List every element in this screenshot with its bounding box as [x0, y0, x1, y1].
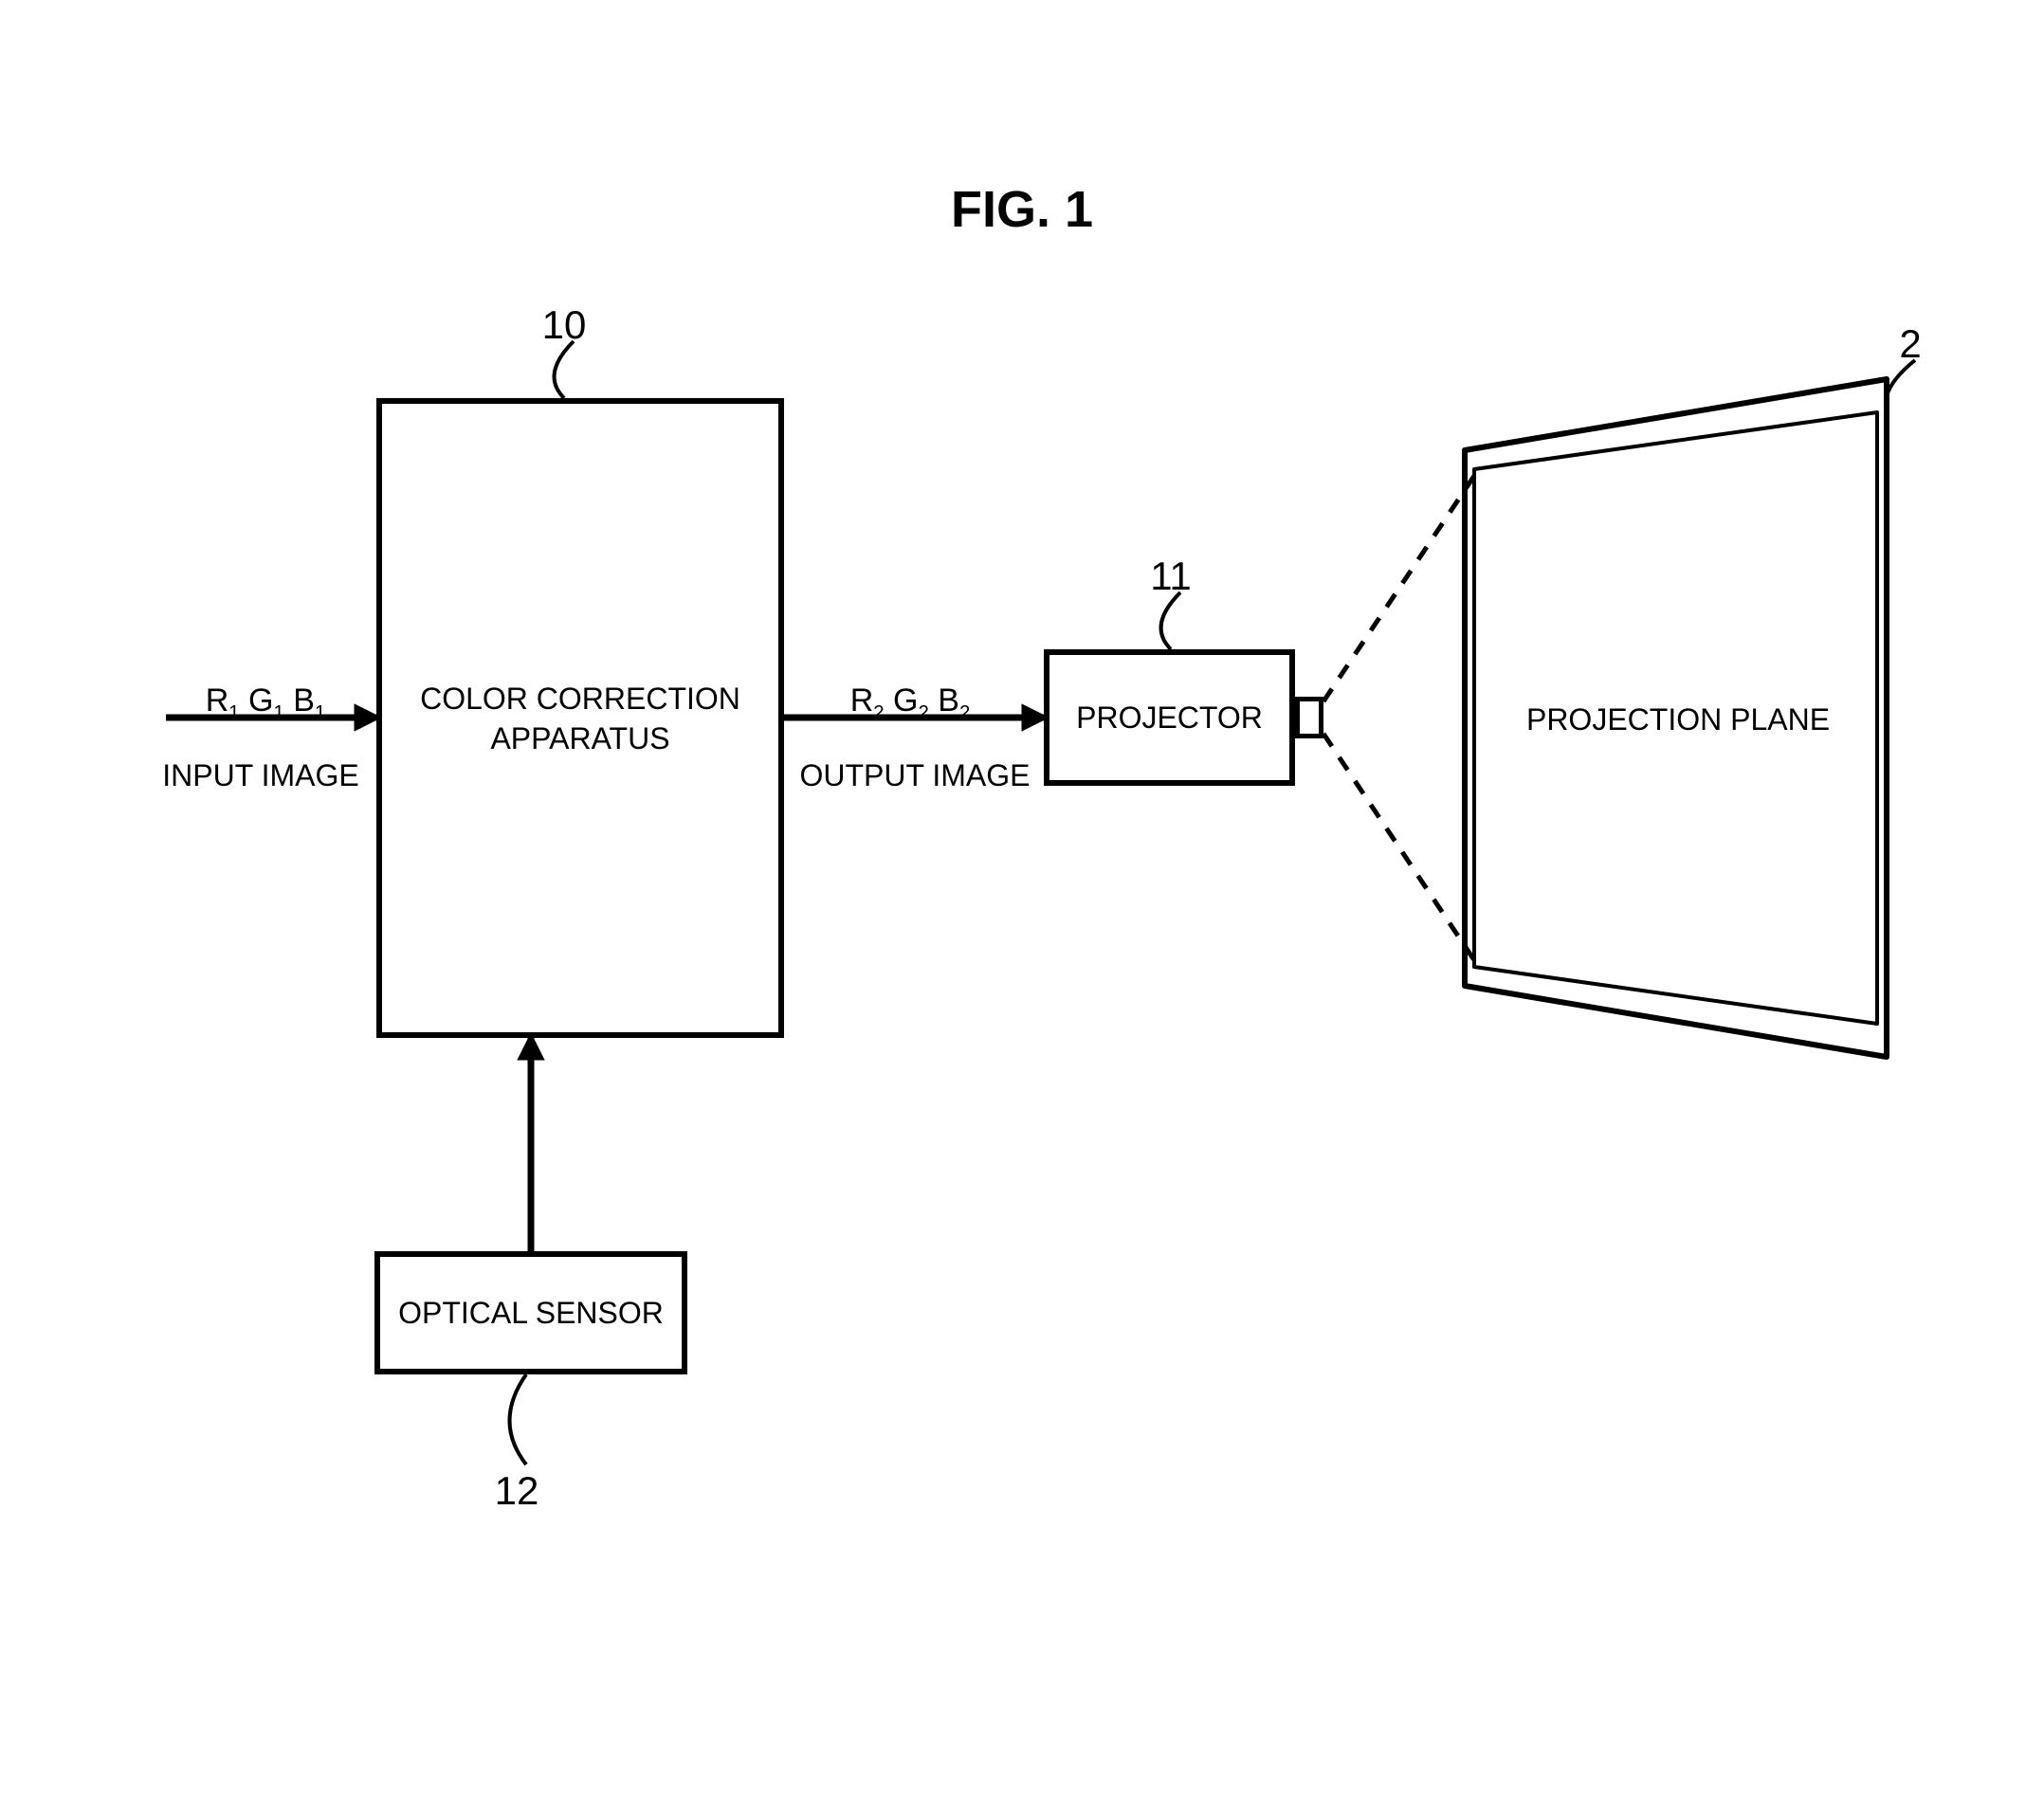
optical-sensor-block: OPTICAL SENSOR — [374, 1251, 687, 1374]
diagram-vector-overlay — [0, 0, 2044, 1819]
projector-block: PROJECTOR — [1044, 649, 1295, 786]
ref-label-11: 11 — [1133, 554, 1209, 599]
projector-lens — [1295, 697, 1323, 738]
ref-label-12: 12 — [479, 1468, 555, 1514]
output-signal-rgb-label: R2 G2 B2 — [815, 682, 1005, 724]
optical-sensor-label: OPTICAL SENSOR — [398, 1296, 664, 1331]
input-signal-rgb-label: R1 G1 B1 — [171, 682, 360, 724]
color-correction-apparatus-block: COLOR CORRECTIONAPPARATUS — [376, 398, 784, 1038]
color-correction-apparatus-label: COLOR CORRECTIONAPPARATUS — [420, 679, 740, 758]
ref-label-10: 10 — [526, 302, 602, 348]
ref-label-2: 2 — [1872, 321, 1948, 367]
projection-plane-label: PROJECTION PLANE — [1488, 702, 1868, 737]
projector-label: PROJECTOR — [1076, 700, 1263, 736]
output-image-label: OUTPUT IMAGE — [782, 758, 1048, 793]
figure-canvas: FIG. 1 COLOR CORRECTIONAPPARATUS PROJECT… — [0, 0, 2044, 1819]
figure-title: FIG. 1 — [0, 180, 2044, 239]
input-image-label: INPUT IMAGE — [137, 758, 384, 793]
